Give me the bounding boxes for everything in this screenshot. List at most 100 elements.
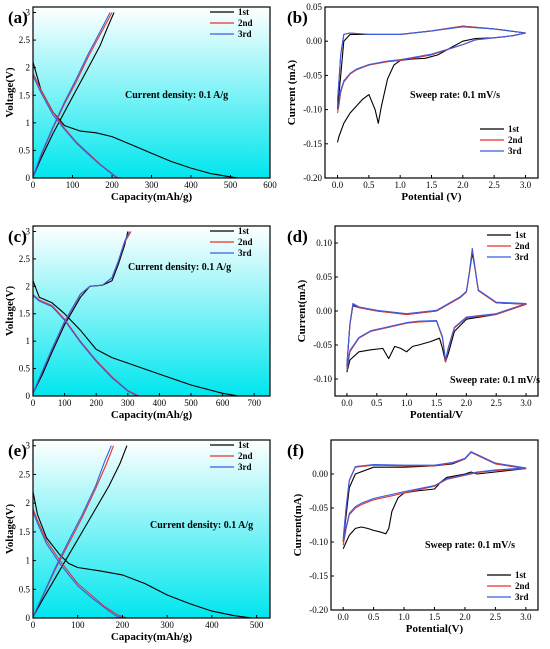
series-group: [33, 445, 253, 618]
legend-label: 1st: [238, 440, 249, 450]
legend-label: 3rd: [238, 29, 252, 39]
legend-label: 2nd: [508, 135, 523, 145]
y-tick-label: -0.15: [309, 571, 328, 581]
series-group: [336, 25, 527, 143]
series-group: [33, 12, 239, 178]
x-tick-label: 1.5: [429, 612, 441, 622]
y-tick-label: 3: [26, 226, 31, 236]
legend-label: 1st: [515, 230, 526, 240]
x-tick-label: 0.0: [338, 612, 350, 622]
series-line-3rd-2: [33, 12, 111, 178]
x-axis-label: Capacity(mAh/g): [111, 409, 193, 421]
legend-label: 2nd: [238, 451, 253, 461]
x-tick-label: 400: [184, 180, 198, 190]
y-tick-label: 0.5: [19, 364, 31, 374]
x-tick-label: 1.0: [398, 612, 410, 622]
axes-frame: [32, 439, 271, 619]
panel-letter: (c): [8, 227, 27, 246]
y-tick-label: -0.10: [309, 537, 328, 547]
annotation-text: Sweep rate: 0.1 mV/s: [410, 90, 500, 101]
x-tick-label: 200: [116, 620, 130, 630]
x-tick-label: 600: [263, 180, 277, 190]
panel-letter: (e): [8, 441, 27, 460]
x-tick-label: 3.0: [520, 398, 532, 408]
x-tick-label: 600: [216, 398, 230, 408]
legend-label: 2nd: [238, 18, 253, 28]
legend-label: 3rd: [515, 252, 529, 262]
x-tick-label: 3.0: [520, 612, 532, 622]
plot-area: [325, 7, 538, 178]
legend-label: 2nd: [515, 241, 530, 251]
y-axis-label: Current (mA): [286, 59, 298, 125]
x-tick-label: 0.5: [363, 180, 375, 190]
y-tick-label: 0.00: [312, 469, 328, 479]
plot-area: [331, 440, 538, 610]
annotation-text: Current density: 0.1 A/g: [128, 262, 231, 273]
plot-area: [33, 226, 270, 396]
y-tick-label: 2.5: [19, 35, 31, 45]
y-tick-label: 1: [26, 556, 31, 566]
x-tick-label: 0.5: [371, 398, 383, 408]
y-tick-label: 2: [26, 281, 31, 291]
x-tick-label: 2.0: [459, 612, 471, 622]
panel-letter: (a): [8, 8, 28, 27]
x-tick-label: 500: [224, 180, 238, 190]
legend-label: 2nd: [238, 237, 253, 247]
x-tick-label: 200: [89, 398, 103, 408]
y-tick-label: 1.5: [19, 527, 31, 537]
panel-letter: (f): [287, 441, 304, 460]
panel-a: 0 100 200 300 400 500 600 0 0.5 1 1.5 2 2.5 3 Capacity…: [4, 6, 277, 203]
y-tick-label: -0.15: [303, 139, 322, 149]
panel-f: 0.0 0.5 1.0 1.5 2.0 2.5 3.0 -0.20 -0.15 -0.10 -0.0…: [287, 439, 539, 635]
plot-area: [33, 7, 270, 178]
series-group: [346, 247, 527, 373]
series-line-2nd-1: [33, 294, 140, 396]
legend-label: 2nd: [515, 581, 530, 591]
annotation-text: Sweep rate: 0.1 mV/s: [425, 540, 515, 551]
y-tick-label: 1.5: [19, 90, 31, 100]
legend-label: 3rd: [508, 146, 522, 156]
legend-label: 1st: [508, 124, 519, 134]
y-tick-label: 0.10: [316, 238, 332, 248]
series-group: [342, 451, 527, 550]
series-line-1st-1: [33, 491, 253, 618]
y-tick-label: 0.00: [316, 306, 332, 316]
y-tick-label: 1.5: [19, 309, 31, 319]
panel-letter: (d): [287, 227, 308, 246]
series-line-3rd-1: [33, 295, 138, 396]
y-tick-label: 1: [26, 118, 31, 128]
axes-frame: [32, 225, 271, 397]
series-line-1st-2: [33, 445, 128, 618]
x-tick-label: 2.5: [489, 180, 501, 190]
y-tick-label: -0.20: [303, 173, 322, 183]
y-tick-label: 0: [26, 173, 31, 183]
x-tick-label: 2.5: [491, 398, 503, 408]
x-tick-label: 1.0: [395, 180, 407, 190]
series-line-2nd-1: [346, 249, 527, 371]
x-tick-label: 3.0: [520, 180, 532, 190]
y-tick-label: 0: [26, 391, 31, 401]
x-tick-label: 500: [184, 398, 198, 408]
y-axis-label: Voltage(V): [4, 286, 16, 337]
x-tick-label: 300: [121, 398, 135, 408]
series-group: [33, 231, 239, 396]
series-line-2nd-1: [33, 508, 128, 618]
series-line-3rd-1: [33, 75, 118, 178]
y-tick-label: 0.05: [306, 2, 322, 12]
x-axis-label: Potential (V): [401, 191, 462, 203]
series-line-1st-2: [33, 12, 115, 178]
plot-area: [33, 440, 270, 618]
x-tick-label: 300: [160, 620, 174, 630]
x-tick-label: 100: [58, 398, 72, 408]
y-tick-label: 0.00: [306, 36, 322, 46]
y-tick-label: 2.5: [19, 469, 31, 479]
x-tick-label: 0: [31, 398, 36, 408]
x-tick-label: 400: [153, 398, 167, 408]
legend-label: 1st: [238, 7, 249, 17]
legend-label: 3rd: [238, 248, 252, 258]
y-tick-label: 2: [26, 498, 31, 508]
